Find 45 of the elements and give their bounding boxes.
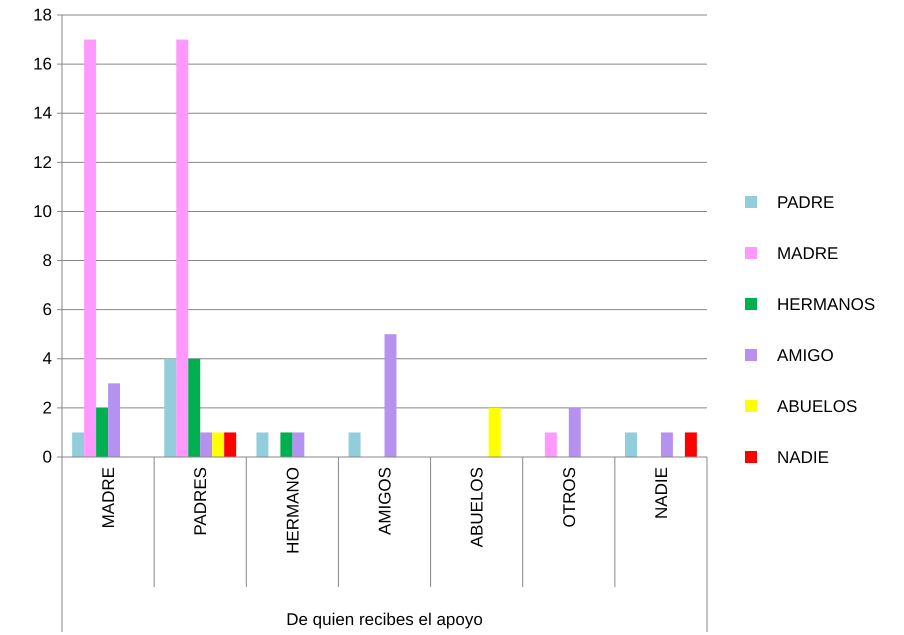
y-tick-label: 0: [42, 447, 52, 466]
bar: [280, 432, 292, 457]
y-tick-label: 10: [33, 202, 52, 221]
y-tick-label: 8: [42, 250, 52, 270]
legend-label: HERMANOS: [777, 295, 876, 314]
bar: [200, 432, 212, 457]
y-tick-label: 4: [42, 349, 52, 368]
x-axis-title: De quien recibes el apoyo: [286, 610, 483, 629]
bar: [212, 432, 224, 457]
x-tick-label: PADRES: [191, 467, 210, 536]
legend-label: PADRE: [777, 193, 834, 212]
legend-label: NADIE: [777, 448, 829, 467]
bar: [108, 383, 120, 457]
x-tick-label: HERMANO: [283, 467, 302, 554]
bar: [384, 334, 396, 457]
bar: [624, 432, 637, 457]
x-tick-label: ABUELOS: [468, 467, 487, 548]
y-tick-label: 2: [42, 398, 52, 418]
y-tick-label: 18: [33, 5, 52, 24]
bar: [684, 432, 697, 457]
y-tick-label: 16: [33, 54, 52, 74]
bar: [84, 40, 96, 457]
bar: [164, 358, 176, 457]
bar: [488, 408, 501, 457]
legend-label: AMIGO: [777, 346, 834, 365]
bar: [188, 358, 200, 457]
bar: [568, 408, 581, 457]
bar: [224, 432, 236, 457]
bar: [256, 432, 268, 457]
bar: [96, 408, 108, 457]
y-tick-label: 14: [33, 104, 52, 123]
x-tick-label: NADIE: [652, 467, 671, 519]
y-tick-label: 12: [33, 152, 52, 172]
bar: [72, 432, 84, 457]
bar: [348, 432, 361, 457]
legend-label: MADRE: [777, 244, 838, 263]
x-tick-label: MADRE: [99, 467, 118, 528]
x-tick-label: AMIGOS: [376, 467, 394, 536]
bar: [176, 40, 188, 457]
bar: [292, 432, 304, 457]
bar: [660, 432, 673, 457]
bar: [544, 432, 557, 457]
legend-label: ABUELOS: [777, 397, 858, 416]
y-tick-label: 6: [42, 300, 52, 320]
x-tick-label: OTROS: [560, 467, 579, 528]
